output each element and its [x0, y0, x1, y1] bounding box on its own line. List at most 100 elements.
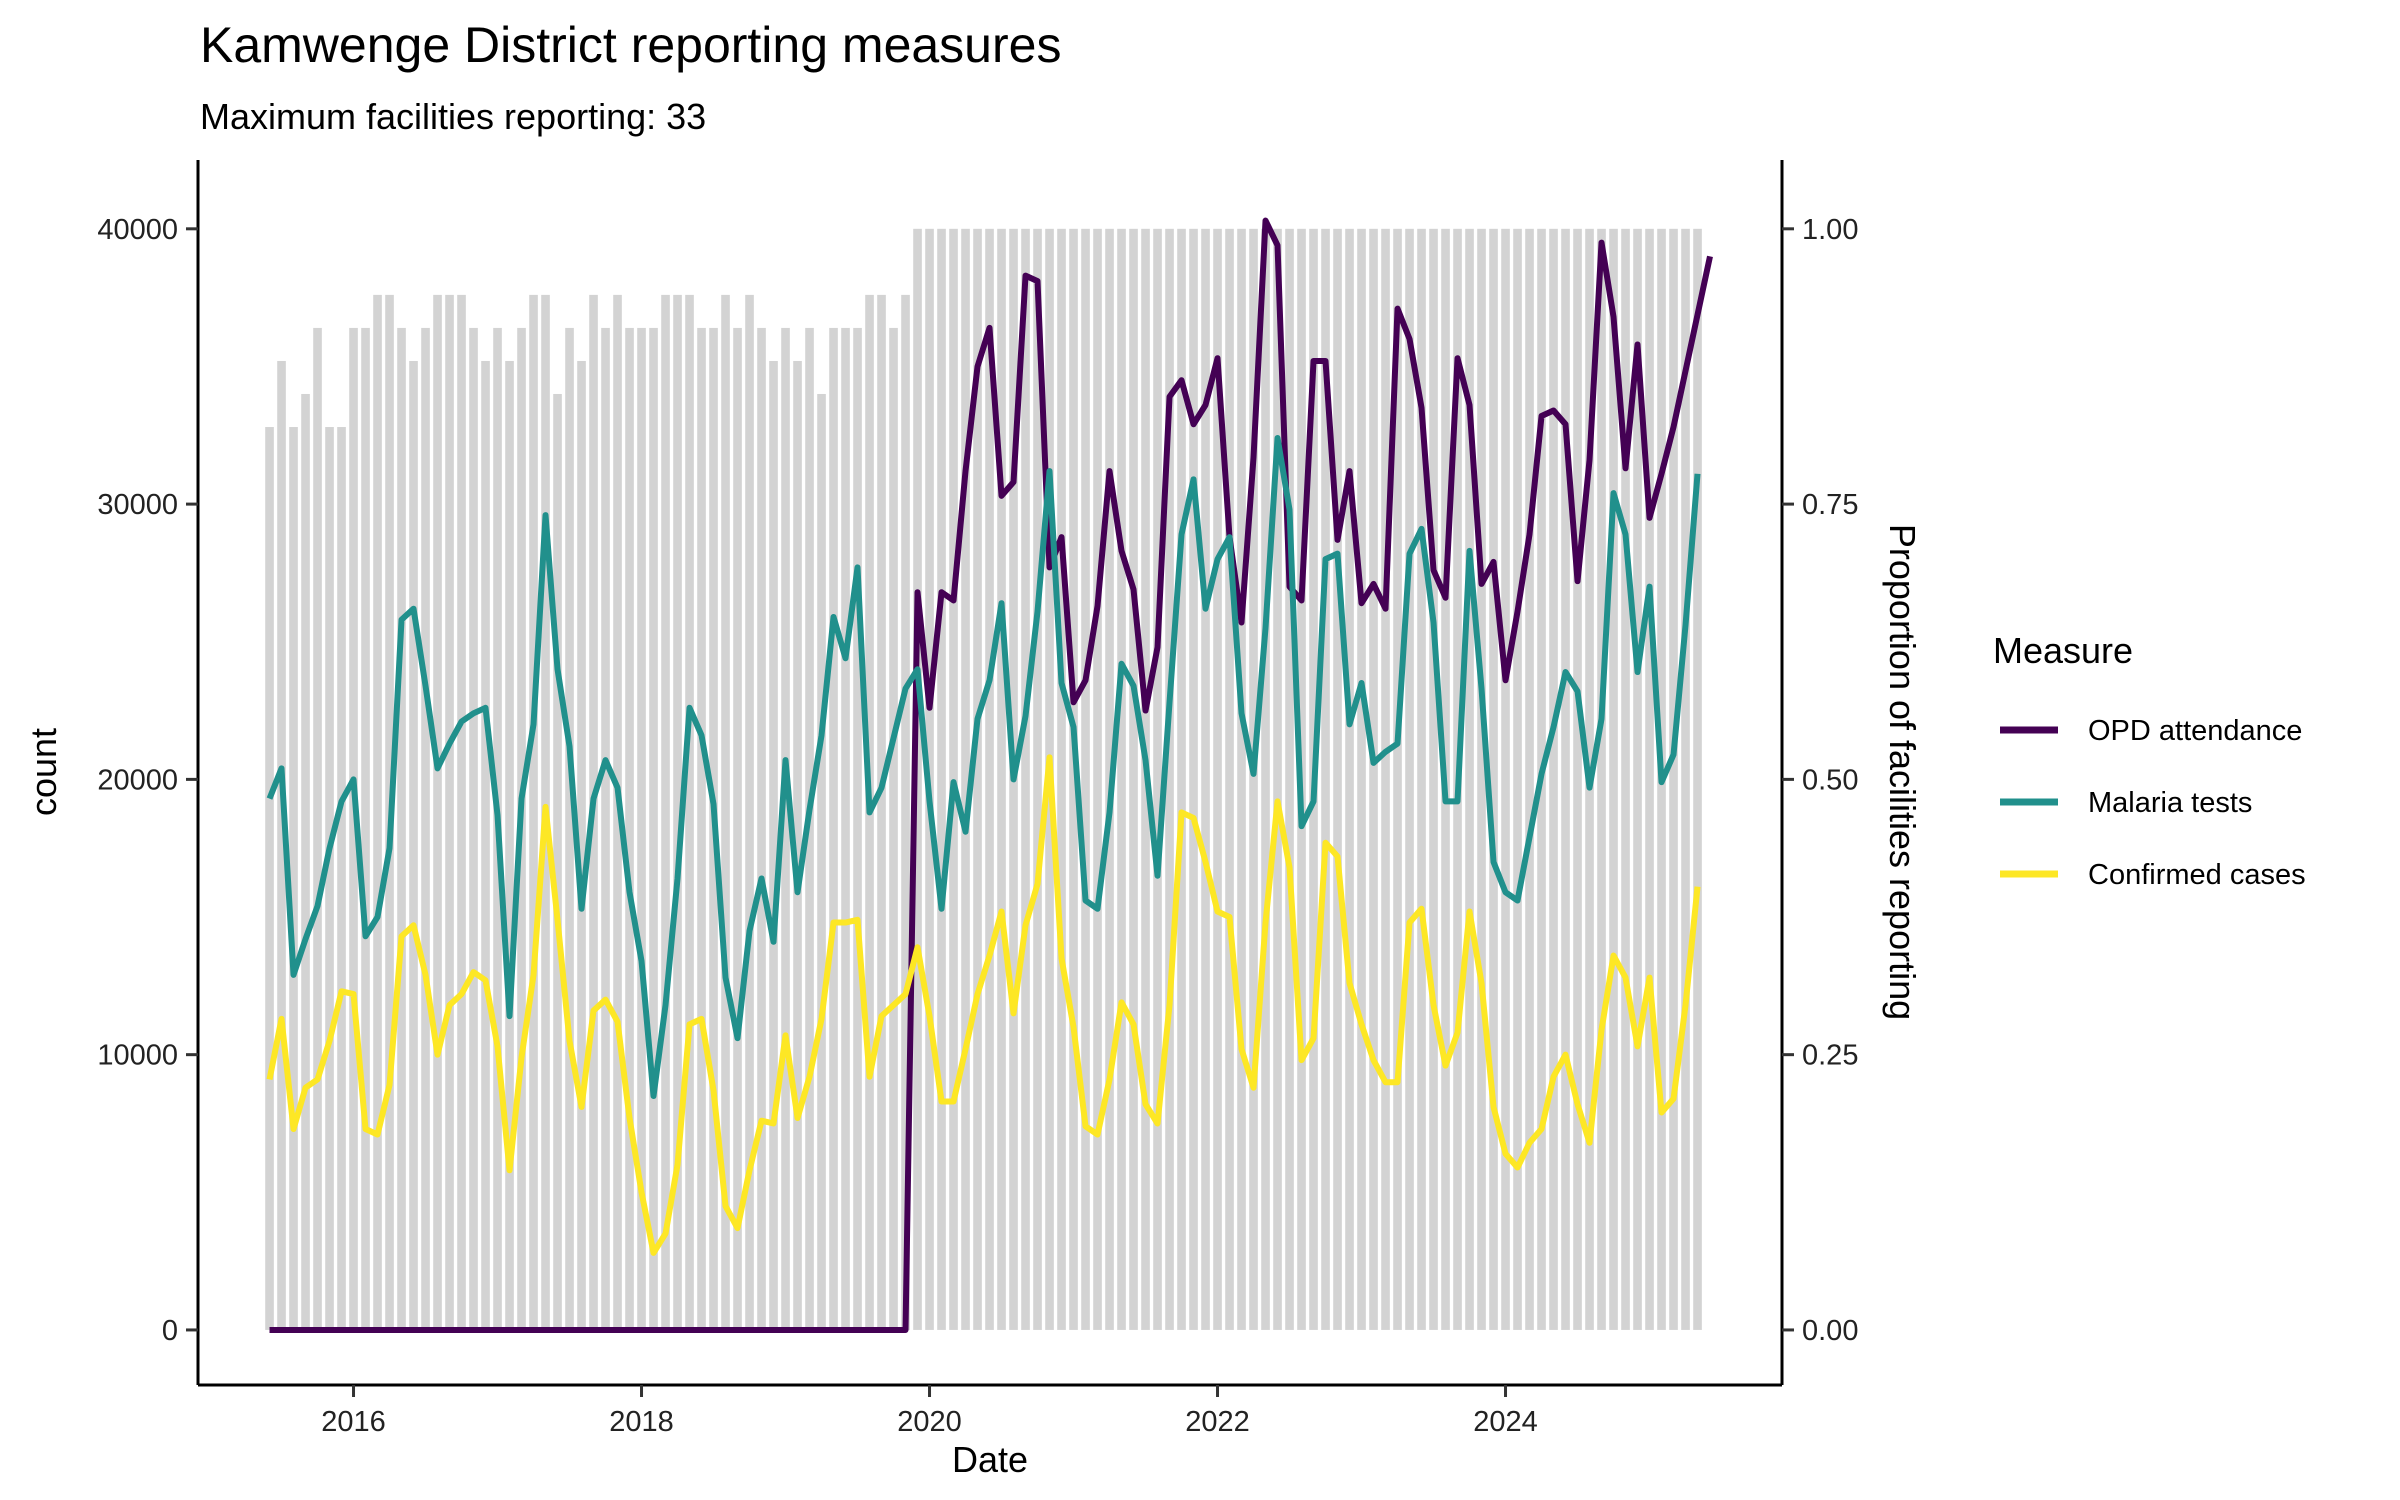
reporting-bar — [937, 228, 946, 1330]
reporting-bar — [793, 360, 802, 1330]
reporting-bar — [1189, 228, 1198, 1330]
legend: Measure OPD attendance Malaria tests Confi… — [1993, 630, 2306, 891]
reporting-bar — [745, 294, 754, 1330]
reporting-bar — [1213, 228, 1222, 1330]
reporting-bar — [1621, 228, 1630, 1330]
reporting-bar — [817, 393, 826, 1330]
reporting-bar — [1405, 228, 1414, 1330]
reporting-bar — [1321, 228, 1330, 1330]
y2-tick-label: 0.50 — [1802, 764, 1858, 796]
reporting-bar — [1633, 228, 1642, 1330]
reporting-bar — [1261, 228, 1270, 1330]
reporting-bar — [901, 294, 910, 1330]
reporting-bar — [457, 294, 466, 1330]
reporting-bar — [1357, 228, 1366, 1330]
series-line-opd-attendance — [269, 217, 1713, 1333]
reporting-bar — [757, 327, 766, 1330]
reporting-bar — [1669, 228, 1678, 1330]
reporting-bar — [997, 228, 1006, 1330]
reporting-bar — [289, 427, 298, 1330]
y-axis-title: count — [23, 728, 64, 816]
reporting-bar — [301, 393, 310, 1330]
reporting-bar — [685, 294, 694, 1330]
reporting-bar — [577, 360, 586, 1330]
reporting-bar — [1609, 228, 1618, 1330]
reporting-bar — [1177, 228, 1186, 1330]
reporting-bar — [1501, 228, 1510, 1330]
y2-axis-title: Proportion of facilities reporting — [1882, 524, 1923, 1020]
y-tick-label: 30000 — [97, 489, 178, 521]
reporting-bar — [1345, 228, 1354, 1330]
reporting-bar — [1597, 228, 1606, 1330]
reporting-bar — [277, 360, 286, 1330]
reporting-bar — [1513, 228, 1522, 1330]
reporting-bar — [1477, 228, 1486, 1330]
reporting-bar — [445, 294, 454, 1330]
reporting-bar — [1201, 228, 1210, 1330]
reporting-bar — [1285, 228, 1294, 1330]
reporting-bar — [673, 294, 682, 1330]
y2-ticks: 0.00 0.25 0.50 0.75 1.00 — [1782, 214, 1858, 1347]
y2-tick-label: 1.00 — [1802, 214, 1858, 246]
reporting-bar — [973, 228, 982, 1330]
y2-tick-label: 0.25 — [1802, 1040, 1858, 1072]
reporting-bar — [505, 360, 514, 1330]
reporting-bar — [781, 327, 790, 1330]
x-tick-label: 2016 — [321, 1406, 386, 1438]
reporting-bar — [985, 228, 994, 1330]
reporting-bar — [769, 360, 778, 1330]
reporting-bar — [433, 294, 442, 1330]
reporting-bar — [1393, 228, 1402, 1330]
reporting-bar — [1489, 228, 1498, 1330]
reporting-bar — [697, 327, 706, 1330]
legend-title: Measure — [1993, 630, 2133, 671]
reporting-bar — [397, 327, 406, 1330]
reporting-bar — [889, 327, 898, 1330]
reporting-bar — [913, 228, 922, 1330]
y-tick-label: 20000 — [97, 764, 178, 796]
reporting-bar — [877, 294, 886, 1330]
reporting-bar — [1117, 228, 1126, 1330]
reporting-bar — [1021, 228, 1030, 1330]
reporting-bar — [1525, 228, 1534, 1330]
y-tick-label: 40000 — [97, 214, 178, 246]
reporting-bar — [1249, 228, 1258, 1330]
reporting-bar — [1225, 228, 1234, 1330]
reporting-bar — [1237, 228, 1246, 1330]
reporting-bar — [1369, 228, 1378, 1330]
series-lines — [266, 217, 1713, 1333]
reporting-bar — [337, 427, 346, 1330]
x-tick-label: 2024 — [1473, 1406, 1538, 1438]
reporting-bar — [313, 327, 322, 1330]
legend-label: Confirmed cases — [2088, 859, 2306, 891]
y2-tick-label: 0.75 — [1802, 489, 1858, 521]
series-line-malaria-tests — [266, 435, 1701, 1099]
reporting-bar — [1465, 228, 1474, 1330]
x-axis-title: Date — [952, 1439, 1028, 1480]
reporting-bar — [325, 427, 334, 1330]
reporting-bar — [649, 327, 658, 1330]
reporting-bar — [1429, 228, 1438, 1330]
reporting-bar — [625, 327, 634, 1330]
reporting-bar — [1033, 228, 1042, 1330]
reporting-bar — [1093, 228, 1102, 1330]
reporting-bar — [421, 327, 430, 1330]
reporting-bar — [1549, 228, 1558, 1330]
chart-subtitle: Maximum facilities reporting: 33 — [200, 96, 706, 137]
reporting-bar — [1057, 228, 1066, 1330]
reporting-bar — [733, 327, 742, 1330]
y2-tick-label: 0.00 — [1802, 1315, 1858, 1347]
reporting-bar — [1573, 228, 1582, 1330]
reporting-bar — [1069, 228, 1078, 1330]
legend-label: OPD attendance — [2088, 715, 2302, 747]
reporting-bar — [349, 327, 358, 1330]
reporting-bar — [469, 327, 478, 1330]
reporting-bar — [529, 294, 538, 1330]
reporting-bar — [853, 327, 862, 1330]
y-tick-label: 10000 — [97, 1040, 178, 1072]
reporting-bar — [1081, 228, 1090, 1330]
reporting-bar — [961, 228, 970, 1330]
x-tick-label: 2020 — [897, 1406, 962, 1438]
reporting-bar — [1381, 228, 1390, 1330]
